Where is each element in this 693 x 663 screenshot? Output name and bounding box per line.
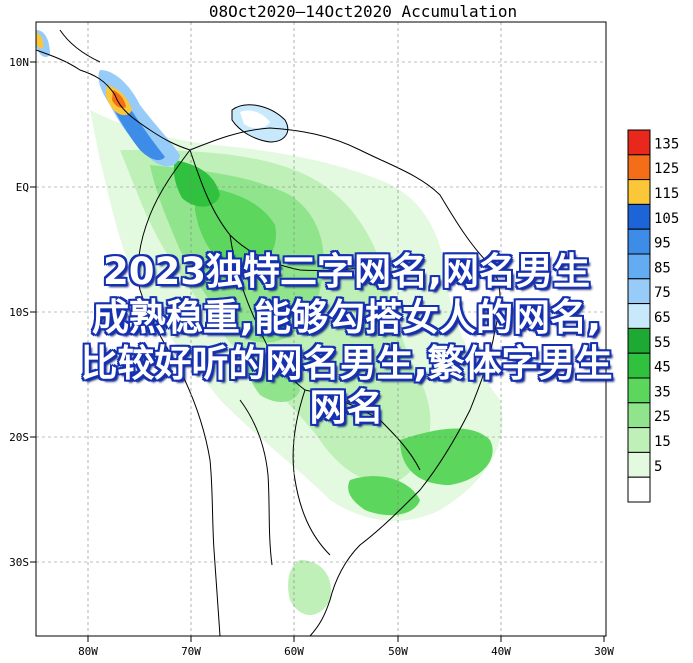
legend-swatch <box>627 377 651 404</box>
lon-tick-label: 30W <box>594 645 614 658</box>
legend-label: 35 <box>654 384 671 400</box>
legend-swatch <box>627 352 651 379</box>
precip-fields <box>36 30 503 615</box>
legend-swatch <box>627 179 651 205</box>
color-legend: 135 125 115 105 95 85 75 65 55 45 35 25 15 5 <box>627 129 679 503</box>
legend-label: 55 <box>654 335 671 351</box>
legend-label: 95 <box>654 236 671 252</box>
lat-tick-label: 20S <box>9 431 29 444</box>
lat-tick-label: 30S <box>9 556 29 569</box>
legend-swatch <box>627 451 651 478</box>
legend-label: 135 <box>654 136 679 152</box>
lon-tick-label: 70W <box>181 645 201 658</box>
lat-tick-label: EQ <box>16 181 29 194</box>
lat-tick-label: 10S <box>9 306 29 319</box>
lon-tick-label: 40W <box>491 645 511 658</box>
legend-label: 115 <box>654 186 679 202</box>
graticule <box>36 22 606 636</box>
legend-swatch <box>627 327 651 354</box>
legend-swatch <box>627 129 651 156</box>
lon-tick-label: 80W <box>78 645 98 658</box>
legend-swatch <box>627 154 651 181</box>
legend-label: 85 <box>654 260 671 276</box>
legend-swatch <box>627 203 651 230</box>
coastlines <box>36 29 501 636</box>
lon-tick-label: 60W <box>284 645 304 658</box>
legend-swatch <box>627 427 651 453</box>
legend-label: 45 <box>654 360 671 376</box>
legend-swatch <box>627 278 651 305</box>
lat-tick-label: 10N <box>9 56 29 69</box>
map-title: 08Oct2020—14Oct2020 Accumulation <box>209 2 517 21</box>
lon-tick-label: 50W <box>388 645 408 658</box>
legend-label: 125 <box>654 161 679 177</box>
legend-label: 5 <box>654 459 662 475</box>
legend-swatch <box>627 402 651 429</box>
legend-swatch <box>627 228 651 255</box>
legend-label: 25 <box>654 409 671 425</box>
legend-label: 15 <box>654 434 671 450</box>
legend-swatch-empty <box>627 476 651 503</box>
legend-label: 75 <box>654 285 671 301</box>
legend-label: 105 <box>654 211 679 227</box>
legend-label: 65 <box>654 310 671 326</box>
map-border <box>35 21 607 637</box>
legend-swatch <box>627 253 651 280</box>
legend-swatch <box>627 303 651 329</box>
axis-ticks <box>30 61 605 642</box>
